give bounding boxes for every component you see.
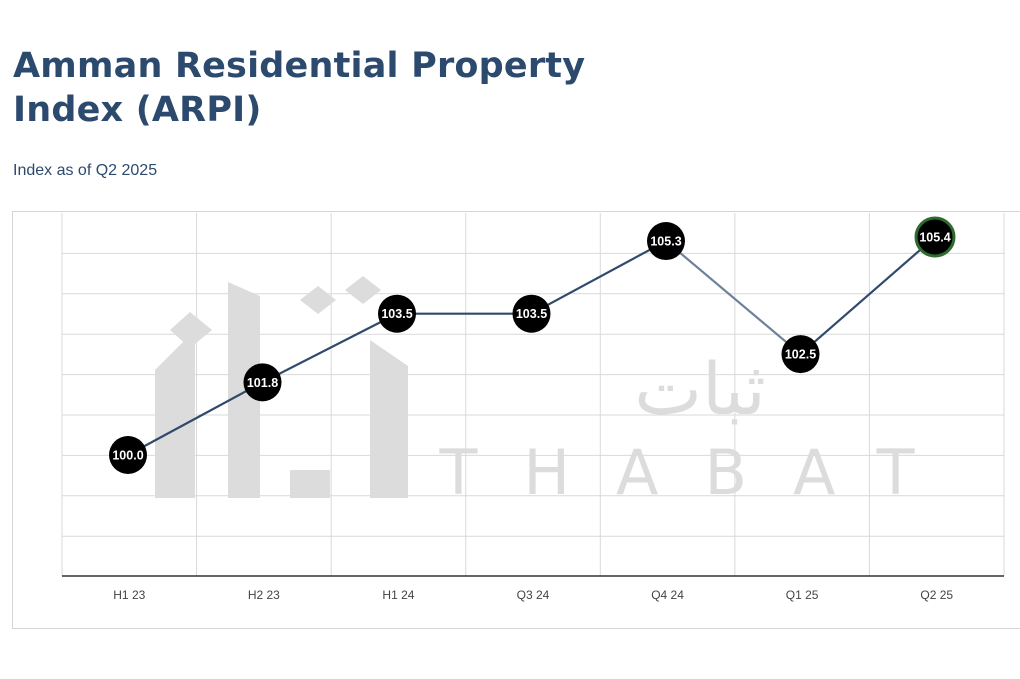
data-point-marker xyxy=(512,294,551,333)
line-segment xyxy=(530,240,667,315)
data-point-label: 103.5 xyxy=(516,307,547,321)
line-segment xyxy=(262,312,398,384)
series-line xyxy=(127,236,936,456)
chart-frame xyxy=(12,211,1020,629)
line-segment xyxy=(127,381,264,456)
title-line-1: Amman Residential Property xyxy=(13,46,586,86)
x-tick-label: Q1 25 xyxy=(786,588,819,602)
data-point-label: 103.5 xyxy=(381,307,412,321)
data-point-label: 105.3 xyxy=(650,235,681,249)
x-tick-label: Q4 24 xyxy=(651,588,684,602)
data-point-marker xyxy=(378,294,416,333)
data-point-marker xyxy=(647,222,685,261)
data-point-label: 105.4 xyxy=(919,231,950,245)
watermark-text-arabic: ثبات xyxy=(634,347,765,431)
data-point-marker xyxy=(109,436,147,474)
page-subtitle: Index as of Q2 2025 xyxy=(13,162,158,179)
watermark-logo-shape xyxy=(155,330,195,498)
watermark-logo-shape xyxy=(370,340,408,498)
x-tick-label: H1 24 xyxy=(382,588,414,602)
chart-grid xyxy=(61,213,1005,576)
x-tick-label: H2 23 xyxy=(248,588,280,602)
x-tick-label: Q3 24 xyxy=(517,588,550,602)
x-tick-label: H1 23 xyxy=(113,588,145,602)
watermark-logo-shape xyxy=(228,282,260,498)
data-point-label: 100.0 xyxy=(112,449,143,463)
data-point-label: 101.8 xyxy=(247,376,278,390)
line-segment xyxy=(665,240,802,355)
page-title: Amman Residential Property Index (ARPI) xyxy=(13,44,713,132)
watermark-logo-shape xyxy=(300,286,336,314)
line-segment xyxy=(799,236,936,355)
data-point-marker xyxy=(243,363,282,402)
watermark-logo-shape xyxy=(290,470,330,498)
data-markers: 100.0 101.8 103.5 103.5 105.3 102.5 105.4 xyxy=(109,216,956,474)
data-point-marker xyxy=(914,216,956,258)
title-line-2: Index (ARPI) xyxy=(13,90,262,130)
watermark-text-latin: THABAT xyxy=(439,436,961,509)
x-tick-label: Q2 25 xyxy=(920,588,953,602)
data-point-marker xyxy=(781,335,820,374)
watermark-logo-shape xyxy=(345,276,381,304)
watermark-logo-shape xyxy=(170,312,212,348)
x-axis: H1 23 H2 23 H1 24 Q3 24 Q4 24 Q1 25 Q2 25 xyxy=(62,575,1004,602)
data-point-label: 102.5 xyxy=(785,348,816,362)
